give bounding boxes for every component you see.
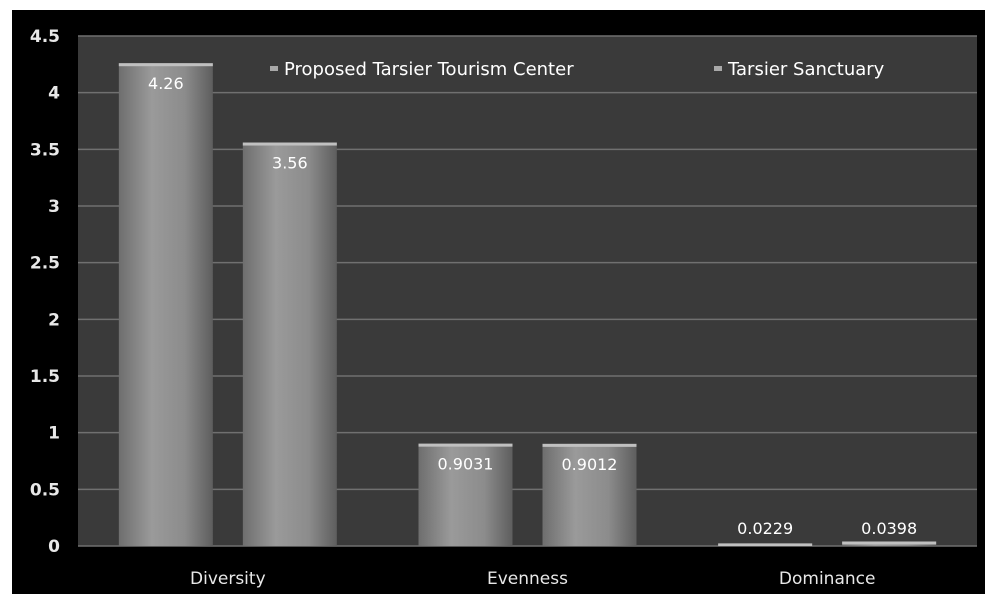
legend: Proposed Tarsier Tourism Center Tarsier S… <box>270 59 885 80</box>
data-label: 0.0229 <box>737 519 793 538</box>
y-tick-label: 3 <box>48 197 60 217</box>
bar-top-highlight <box>418 443 513 447</box>
y-tick-label: 0 <box>48 537 60 557</box>
legend-entry: Proposed Tarsier Tourism Center <box>284 59 574 80</box>
y-tick-label: 3.5 <box>30 140 60 160</box>
x-tick-label: Diversity <box>190 569 266 589</box>
legend-entry: Tarsier Sanctuary <box>727 59 885 80</box>
y-tick-label: 1 <box>48 424 60 444</box>
chart-frame: 0 0.5 1 1.5 2 2.5 3 3.5 4 4.5 4.26 3.56 0.9031 0.901… <box>12 10 985 594</box>
plot-area <box>78 36 977 546</box>
bar <box>542 443 637 546</box>
data-labels: 4.26 3.56 0.9031 0.9012 0.0229 0.0398 <box>148 74 917 538</box>
y-tick-label: 1.5 <box>30 367 60 387</box>
bar-top-highlight <box>718 543 813 546</box>
bar-top-highlight <box>542 443 637 447</box>
y-axis: 0 0.5 1 1.5 2 2.5 3 3.5 4 4.5 <box>30 27 60 557</box>
y-tick-label: 2 <box>48 310 60 330</box>
data-label: 0.0398 <box>861 519 917 538</box>
legend-swatch <box>270 66 278 71</box>
bar-chart: 0 0.5 1 1.5 2 2.5 3 3.5 4 4.5 4.26 3.56 0.9031 0.901… <box>30 27 977 589</box>
y-tick-label: 2.5 <box>30 254 60 274</box>
legend-swatch <box>714 66 722 71</box>
bar-top-highlight <box>842 541 937 545</box>
bar-top-highlight <box>118 63 213 67</box>
bar <box>242 142 337 547</box>
data-label: 0.9012 <box>562 455 618 474</box>
data-label: 3.56 <box>272 154 308 173</box>
data-label: 4.26 <box>148 74 184 93</box>
y-tick-label: 4 <box>48 84 60 104</box>
data-label: 0.9031 <box>438 455 494 474</box>
x-axis: Diversity Evenness Dominance <box>190 569 875 589</box>
bar <box>118 63 213 546</box>
x-tick-label: Evenness <box>487 569 568 589</box>
x-tick-label: Dominance <box>779 569 876 589</box>
y-tick-label: 4.5 <box>30 27 60 47</box>
bars <box>118 63 937 547</box>
bar-top-highlight <box>242 142 337 146</box>
gridlines <box>78 35 977 547</box>
y-tick-label: 0.5 <box>30 480 60 500</box>
bar <box>418 443 513 546</box>
